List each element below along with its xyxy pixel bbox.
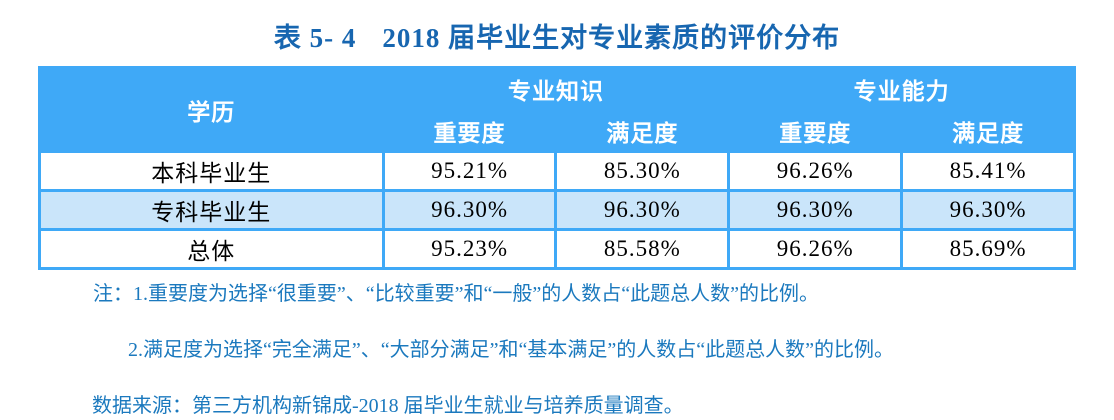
- header-education-level: 学历: [38, 66, 385, 153]
- data-source: 数据来源：第三方机构新锦成-2018 届毕业生就业与培养质量调查。: [92, 395, 684, 417]
- cell-value: 85.41%: [900, 150, 1076, 192]
- table-title-text: 2018 届毕业生对专业素质的评价分布: [382, 23, 841, 53]
- table-row-undergraduate: 本科毕业生 95.21% 85.30% 96.26% 85.41%: [38, 150, 1076, 192]
- cell-value: 85.58%: [554, 228, 731, 270]
- table-row-overall: 总体 95.23% 85.58% 96.26% 85.69%: [38, 228, 1076, 270]
- row-label: 总体: [38, 228, 385, 270]
- cell-value: 96.30%: [727, 189, 904, 231]
- header-group-professional-knowledge: 专业知识: [381, 66, 731, 111]
- cell-value: 95.21%: [381, 150, 558, 192]
- cell-value: 96.26%: [727, 228, 904, 270]
- cell-value: 96.30%: [554, 189, 731, 231]
- cell-value: 96.30%: [381, 189, 558, 231]
- cell-value: 96.26%: [727, 150, 904, 192]
- header-knowledge-importance: 重要度: [381, 108, 558, 153]
- row-label: 本科毕业生: [38, 150, 385, 192]
- note-importance-definition: 注：1.重要度为选择“很重要”、“比较重要”和“一般”的人数占“此题总人数”的比…: [93, 283, 820, 305]
- table-row-junior-college: 专科毕业生 96.30% 96.30% 96.30% 96.30%: [38, 189, 1076, 231]
- table-title-number: 表 5- 4: [273, 23, 357, 53]
- note-satisfaction-definition: 2.满足度为选择“完全满足”、“大部分满足”和“基本满足”的人数占“此题总人数”…: [128, 339, 895, 361]
- table-notes: 注：1.重要度为选择“很重要”、“比较重要”和“一般”的人数占“此题总人数”的比…: [0, 283, 1114, 418]
- header-ability-satisfaction: 满足度: [900, 108, 1076, 153]
- header-ability-importance: 重要度: [727, 108, 904, 153]
- cell-value: 95.23%: [381, 228, 558, 270]
- table-header: 学历 专业知识 专业能力 重要度 满足度 重要度 满足度: [38, 66, 1076, 153]
- cell-value: 96.30%: [900, 189, 1076, 231]
- header-group-professional-ability: 专业能力: [727, 66, 1076, 111]
- header-knowledge-satisfaction: 满足度: [554, 108, 731, 153]
- cell-value: 85.30%: [554, 150, 731, 192]
- cell-value: 85.69%: [900, 228, 1076, 270]
- table-title: 表 5- 4 2018 届毕业生对专业素质的评价分布: [0, 0, 1114, 54]
- evaluation-table: 学历 专业知识 专业能力 重要度 满足度 重要度 满足度 本科毕业生 95.21…: [38, 66, 1076, 270]
- row-label: 专科毕业生: [38, 189, 385, 231]
